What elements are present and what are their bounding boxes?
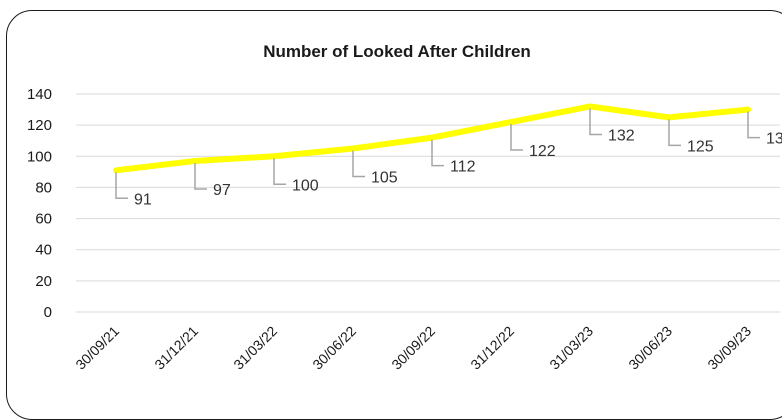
y-axis-ticks: 0 20 40 60 80 100 120 140 <box>27 86 52 321</box>
y-tick-label: 20 <box>35 273 52 290</box>
x-tick-label: 30/06/23 <box>625 323 675 373</box>
data-label-leader <box>669 119 681 145</box>
x-tick-label: 31/12/22 <box>467 323 517 373</box>
data-label-leader <box>116 172 128 198</box>
data-label: 122 <box>529 143 556 160</box>
y-tick-label: 60 <box>35 211 52 228</box>
x-axis-ticks: 30/09/21 31/12/21 31/03/22 30/06/22 30/09/22… <box>72 323 754 373</box>
y-tick-label: 40 <box>35 242 52 259</box>
x-tick-label: 30/06/22 <box>309 323 359 373</box>
y-tick-label: 0 <box>44 304 52 321</box>
x-tick-label: 31/12/21 <box>151 323 201 373</box>
data-label-leader <box>432 140 444 166</box>
y-tick-label: 80 <box>35 179 52 196</box>
data-label: 125 <box>687 138 714 155</box>
data-label-leader <box>195 163 207 189</box>
data-label: 132 <box>608 127 635 144</box>
y-tick-label: 100 <box>27 148 52 165</box>
data-label: 91 <box>134 191 152 208</box>
line-chart: Number of Looked After Children 0 20 40 60 8… <box>0 0 782 401</box>
x-tick-label: 30/09/21 <box>72 323 122 373</box>
data-label-leader <box>748 112 760 138</box>
data-label: 105 <box>371 170 398 187</box>
x-tick-label: 31/03/22 <box>230 323 280 373</box>
data-label: 100 <box>292 177 319 194</box>
data-label-leader <box>590 108 602 134</box>
y-tick-label: 120 <box>27 117 52 134</box>
data-label: 130 <box>766 131 782 148</box>
gridlines <box>76 94 780 312</box>
data-label: 97 <box>213 182 231 199</box>
x-tick-label: 30/09/23 <box>704 323 754 373</box>
x-tick-label: 31/03/23 <box>546 323 596 373</box>
data-label-leader <box>353 151 365 177</box>
y-tick-label: 140 <box>27 86 52 103</box>
data-label-leader <box>511 124 523 150</box>
x-tick-label: 30/09/22 <box>388 323 438 373</box>
data-label: 112 <box>450 159 476 176</box>
data-label-leader <box>274 158 286 184</box>
chart-title: Number of Looked After Children <box>263 42 531 61</box>
